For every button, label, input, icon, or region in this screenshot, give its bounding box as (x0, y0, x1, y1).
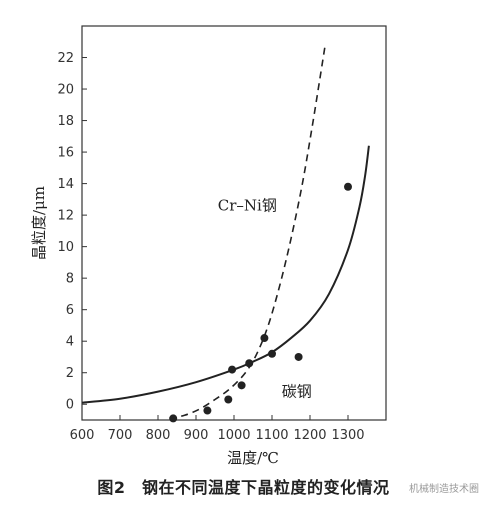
x-tick-label: 600 (70, 428, 95, 443)
data-point (268, 349, 276, 358)
y-tick-label: 12 (57, 209, 74, 224)
y-tick-label: 0 (66, 398, 74, 413)
data-point (237, 381, 246, 390)
x-tick-label: 700 (108, 428, 133, 443)
data-point (224, 395, 233, 404)
y-tick-label: 18 (57, 114, 74, 129)
y-tick-label: 22 (57, 51, 74, 66)
data-point (344, 182, 352, 191)
data-point (228, 365, 237, 374)
y-tick-label: 20 (57, 83, 74, 98)
x-tick-label: 1300 (331, 428, 364, 443)
data-point (260, 334, 269, 343)
y-tick-label: 10 (57, 240, 74, 255)
y-tick-label: 14 (57, 177, 74, 192)
x-tick-label: 800 (146, 428, 171, 443)
y-tick-label: 6 (66, 303, 74, 318)
data-point (203, 406, 212, 415)
x-axis-label: 温度/℃ (227, 449, 279, 467)
x-tick-label: 900 (184, 428, 209, 443)
x-tick-label: 1100 (255, 428, 288, 443)
y-axis-label: 晶粒度/μm (30, 186, 48, 260)
data-point (294, 352, 303, 361)
watermark: 机械制造技术圈 (407, 480, 481, 495)
annotation-carbon-steel: 碳钢 (282, 382, 312, 400)
plot-frame (81, 25, 387, 421)
x-tick-label: 1200 (293, 428, 326, 443)
series-line-carbon-steel (81, 145, 370, 404)
data-point (169, 414, 178, 423)
x-tick-label: 1000 (217, 428, 250, 443)
y-tick-label: 16 (57, 146, 74, 161)
y-tick-label: 4 (66, 335, 74, 350)
chart-caption: 图2 钢在不同温度下晶粒度的变化情况 (97, 478, 390, 497)
y-tick-label: 8 (66, 272, 74, 287)
y-tick-label: 2 (66, 366, 74, 381)
annotation-cr-ni-steel: Cr–Ni钢 (218, 196, 277, 214)
data-point (245, 359, 254, 368)
